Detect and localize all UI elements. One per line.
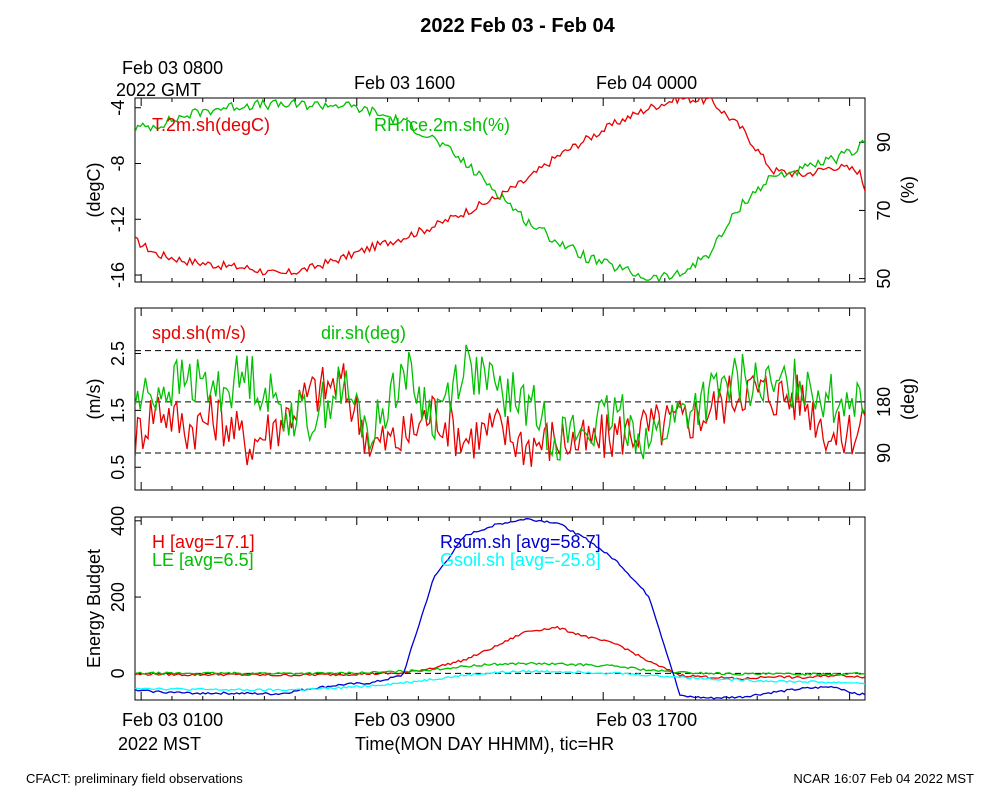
y-tick-label-right: 180 <box>874 387 894 417</box>
panel-frame-energy-budget <box>134 516 866 701</box>
top-tick-label-2: Feb 03 1600 <box>354 73 456 93</box>
y-axis-label-left: (m/s) <box>84 379 104 420</box>
y-tick-label-left: 400 <box>108 506 128 536</box>
y-tick-label-left: 0 <box>108 668 128 678</box>
legend-Rsum.sh: Rsum.sh [avg=58.7] <box>440 532 601 552</box>
y-axis-label-right: (deg) <box>898 378 918 420</box>
legend-T.2m.sh(degC): T.2m.sh(degC) <box>152 115 270 135</box>
x-axis-label: Time(MON DAY HHMM), tic=HR <box>355 734 615 754</box>
y-tick-label-left: -12 <box>108 206 128 232</box>
bottom-tick-label-1: Feb 03 0100 <box>122 710 224 730</box>
y-tick-label-right: 90 <box>874 132 894 152</box>
footer-left: CFACT: preliminary field observations <box>26 771 243 786</box>
y-tick-label-left: 200 <box>108 582 128 612</box>
legend-LE: LE [avg=6.5] <box>152 550 254 570</box>
series-line-H <box>135 625 865 681</box>
top-tick-label-3: Feb 04 0000 <box>596 73 698 93</box>
legend-H: H [avg=17.1] <box>152 532 255 552</box>
legend-Gsoil.sh: Gsoil.sh [avg=-25.8] <box>440 550 601 570</box>
y-tick-label-left: 2.5 <box>108 341 128 366</box>
y-tick-label-left: -8 <box>108 156 128 172</box>
series-line-dir.sh(deg) <box>135 344 865 461</box>
legend-spd.sh(m/s): spd.sh(m/s) <box>152 323 246 343</box>
y-tick-label-left: -4 <box>108 100 128 116</box>
y-tick-label-left: -16 <box>108 262 128 288</box>
y-axis-label-left: (degC) <box>84 162 104 217</box>
y-tick-label-left: 0.5 <box>108 455 128 480</box>
series-line-Gsoil.sh <box>135 669 865 692</box>
legend-RH.ice.2m.sh(%): RH.ice.2m.sh(%) <box>374 115 510 135</box>
y-tick-label-right: 70 <box>874 200 894 220</box>
series-line-LE <box>135 661 865 676</box>
chart-title: 2022 Feb 03 - Feb 04 <box>420 15 615 37</box>
bottom-tick-label-3: Feb 03 1700 <box>596 710 698 730</box>
y-tick-label-right: 90 <box>874 443 894 463</box>
y-axis-label-right: (%) <box>898 176 918 204</box>
y-tick-label-right: 50 <box>874 269 894 289</box>
series-line-Rsum.sh <box>135 518 865 700</box>
footer-right: NCAR 16:07 Feb 04 2022 MST <box>793 771 974 786</box>
y-tick-label-left: 1.5 <box>108 398 128 423</box>
series-line-RH.ice.2m.sh(%) <box>135 98 865 282</box>
legend-dir.sh(deg): dir.sh(deg) <box>321 323 406 343</box>
series-line-spd.sh(m/s) <box>135 363 865 467</box>
top-tick-year: 2022 GMT <box>116 80 202 100</box>
top-tick-label-1: Feb 03 0800 <box>122 58 224 78</box>
y-axis-label-left: Energy Budget <box>84 549 104 668</box>
bottom-tick-label-2: Feb 03 0900 <box>354 710 456 730</box>
bottom-tick-year: 2022 MST <box>118 734 202 754</box>
panel-frame-wind <box>134 307 866 491</box>
